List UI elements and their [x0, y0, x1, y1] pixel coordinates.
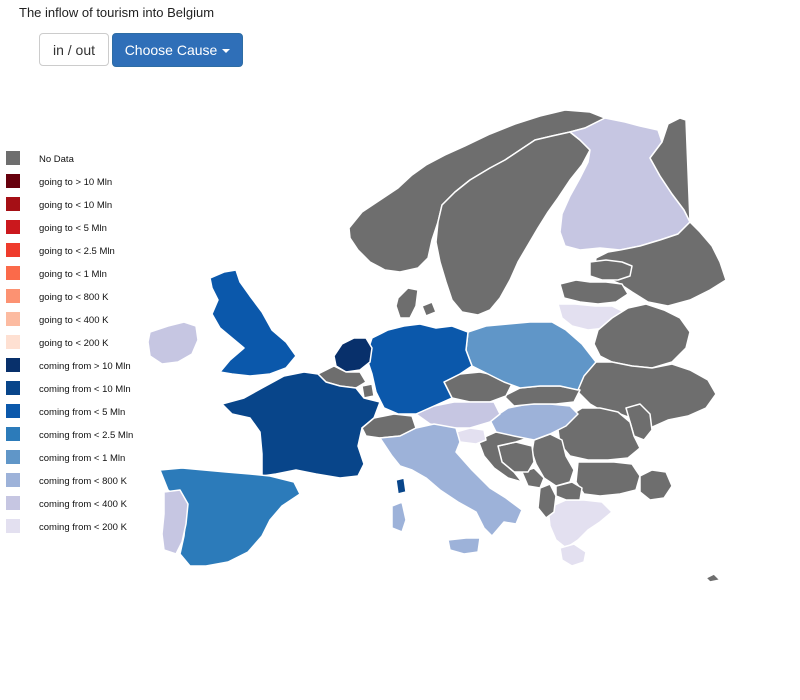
legend-label: going to < 800 K	[39, 292, 109, 303]
legend-label: coming from < 5 Mln	[39, 407, 126, 418]
legend-swatch	[6, 473, 20, 487]
country-slovakia[interactable]	[503, 385, 581, 407]
legend-swatch	[6, 197, 20, 211]
country-latvia[interactable]	[559, 279, 629, 305]
country-macedonia[interactable]	[555, 481, 583, 501]
legend-label: going to > 10 Mln	[39, 177, 113, 188]
country-bulgaria[interactable]	[575, 461, 641, 497]
country-united-kingdom[interactable]	[209, 269, 297, 377]
country-montenegro[interactable]	[521, 467, 545, 489]
legend-label: going to < 5 Mln	[39, 223, 107, 234]
country-greece[interactable]	[547, 499, 613, 549]
legend-label: coming from < 800 K	[39, 476, 127, 487]
country-sicily[interactable]	[447, 537, 481, 555]
legend-swatch	[6, 243, 20, 257]
country-ireland[interactable]	[147, 321, 199, 365]
country-denmark[interactable]	[395, 287, 419, 319]
country-poland[interactable]	[465, 321, 597, 391]
country-sardinia[interactable]	[391, 501, 407, 533]
legend-swatch	[6, 312, 20, 326]
legend-label: coming from < 2.5 Mln	[39, 430, 134, 441]
country-sweden[interactable]	[435, 131, 591, 316]
legend-swatch	[6, 335, 20, 349]
page-title: The inflow of tourism into Belgium	[19, 5, 215, 20]
legend-swatch	[6, 427, 20, 441]
legend-swatch	[6, 450, 20, 464]
chevron-down-icon	[222, 49, 231, 54]
country-netherlands[interactable]	[333, 337, 373, 373]
legend-swatch	[6, 151, 20, 165]
legend-swatch	[6, 404, 20, 418]
country-denmark[interactable]	[421, 301, 437, 317]
legend-swatch	[6, 174, 20, 188]
legend-label: No Data	[39, 154, 74, 165]
legend-label: coming from > 10 Mln	[39, 361, 131, 372]
in-out-toggle-button[interactable]: in / out	[39, 33, 109, 66]
country-albania[interactable]	[537, 483, 557, 519]
legend-swatch	[6, 289, 20, 303]
legend-label: going to < 2.5 Mln	[39, 246, 115, 257]
country-serbia[interactable]	[531, 433, 575, 487]
country-luxembourg[interactable]	[361, 383, 375, 399]
choose-cause-label: Choose Cause	[124, 42, 218, 58]
legend-swatch	[6, 358, 20, 372]
country-italy[interactable]	[379, 423, 523, 537]
legend-label: going to < 1 Mln	[39, 269, 107, 280]
legend-label: going to < 400 K	[39, 315, 109, 326]
country-estonia[interactable]	[589, 259, 633, 281]
country-belarus[interactable]	[593, 303, 691, 369]
legend-label: going to < 200 K	[39, 338, 109, 349]
legend-label: coming from < 10 Mln	[39, 384, 131, 395]
legend-swatch	[6, 519, 20, 533]
legend-swatch	[6, 381, 20, 395]
country-greece[interactable]	[559, 543, 587, 567]
legend-swatch	[6, 220, 20, 234]
country-corsica[interactable]	[395, 477, 407, 495]
country-france[interactable]	[221, 371, 381, 479]
country-germany[interactable]	[365, 323, 473, 415]
legend-label: going to < 10 Mln	[39, 200, 113, 211]
legend-label: coming from < 1 Mln	[39, 453, 126, 464]
country-czech-republic[interactable]	[443, 371, 513, 403]
legend-swatch	[6, 266, 20, 280]
legend-label: coming from < 400 K	[39, 499, 127, 510]
country-turkey[interactable]	[639, 469, 673, 501]
country-cyprus[interactable]	[705, 573, 721, 583]
choose-cause-dropdown[interactable]: Choose Cause	[112, 33, 243, 67]
legend-label: coming from < 200 K	[39, 522, 127, 533]
country-portugal[interactable]	[161, 489, 189, 555]
legend-swatch	[6, 496, 20, 510]
